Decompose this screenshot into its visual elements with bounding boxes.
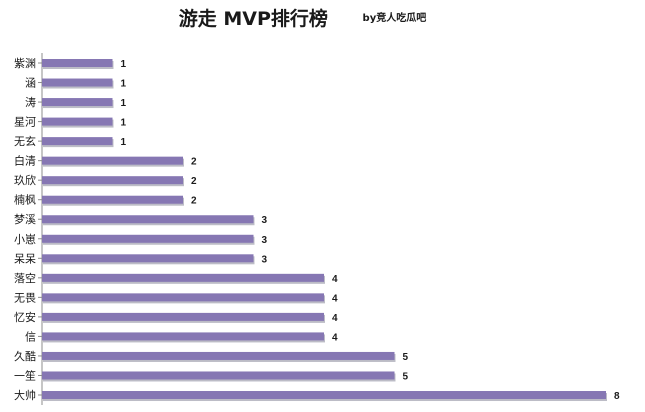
data-label: 3 [262, 235, 268, 246]
category-label: 玖欣 [14, 173, 36, 187]
bar [42, 215, 254, 224]
data-label: 4 [332, 274, 338, 285]
data-label: 2 [191, 196, 197, 207]
data-label: 4 [332, 313, 338, 324]
data-label: 5 [403, 371, 409, 382]
category-label: 紫渊 [14, 57, 36, 70]
bar [42, 351, 395, 360]
data-label: 2 [191, 157, 197, 168]
category-label: 无畏 [14, 291, 36, 304]
bar [42, 59, 113, 67]
category-label: 忆安 [14, 310, 36, 324]
category-label: 小崽 [14, 233, 36, 246]
data-label: 2 [191, 176, 197, 187]
bar [42, 312, 324, 321]
chart-subtitle: by竞人吃瓜吧 [362, 13, 427, 24]
bar [42, 254, 254, 263]
category-label: 一笙 [14, 368, 36, 382]
category-label: 信 [25, 330, 36, 343]
bar [42, 195, 183, 204]
data-label: 1 [121, 79, 127, 90]
bar [42, 391, 606, 400]
data-label: 1 [121, 59, 127, 70]
bar [42, 117, 113, 126]
data-label: 3 [262, 254, 268, 265]
category-label: 涵 [25, 76, 36, 90]
data-label: 3 [262, 215, 268, 226]
category-label: 涛 [25, 95, 36, 109]
bar [42, 78, 113, 87]
category-label: 大帅 [14, 388, 36, 402]
bar [42, 273, 324, 282]
bar [42, 293, 324, 302]
chart-title: 游走 MVP排行榜 [178, 8, 328, 30]
bar [42, 98, 113, 107]
data-label: 4 [332, 293, 338, 304]
data-label: 1 [121, 118, 127, 129]
category-label: 落空 [14, 271, 36, 285]
category-label: 呆呆 [14, 252, 36, 265]
category-label: 星河 [14, 116, 36, 129]
category-label: 久酷 [14, 350, 36, 363]
data-label: 1 [121, 137, 127, 148]
category-label: 梦溪 [14, 213, 36, 226]
data-label: 4 [332, 332, 338, 343]
bar [42, 234, 254, 243]
chart-title-block: 游走 MVP排行榜 by竞人吃瓜吧 [0, 4, 645, 31]
bar [42, 332, 324, 341]
data-label: 5 [403, 352, 409, 363]
category-label: 白清 [14, 154, 36, 168]
category-label: 无玄 [14, 134, 36, 148]
category-label: 楠枫 [14, 193, 36, 207]
bar [42, 371, 395, 380]
data-label: 1 [121, 98, 127, 109]
data-label: 8 [614, 391, 620, 402]
bar [42, 176, 183, 185]
bar [42, 156, 183, 165]
bar [42, 137, 113, 146]
